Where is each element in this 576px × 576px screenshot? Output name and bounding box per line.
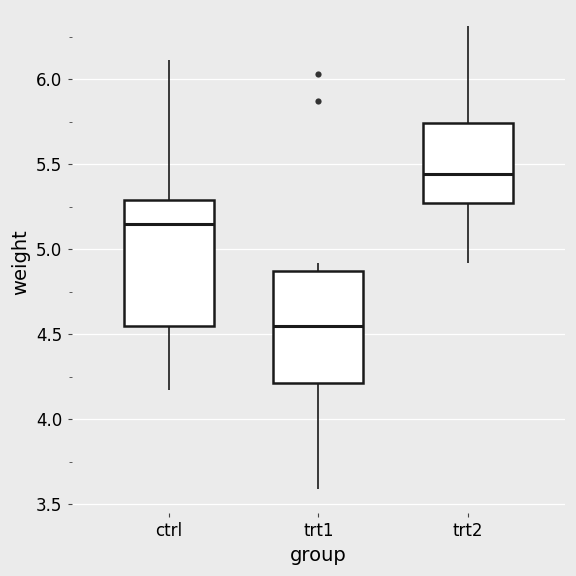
Point — [314, 69, 323, 78]
Bar — [423, 123, 513, 203]
Y-axis label: weight: weight — [11, 229, 30, 295]
X-axis label: group: group — [290, 546, 347, 565]
Bar — [124, 200, 214, 325]
Point — [314, 97, 323, 106]
Bar — [274, 271, 363, 384]
